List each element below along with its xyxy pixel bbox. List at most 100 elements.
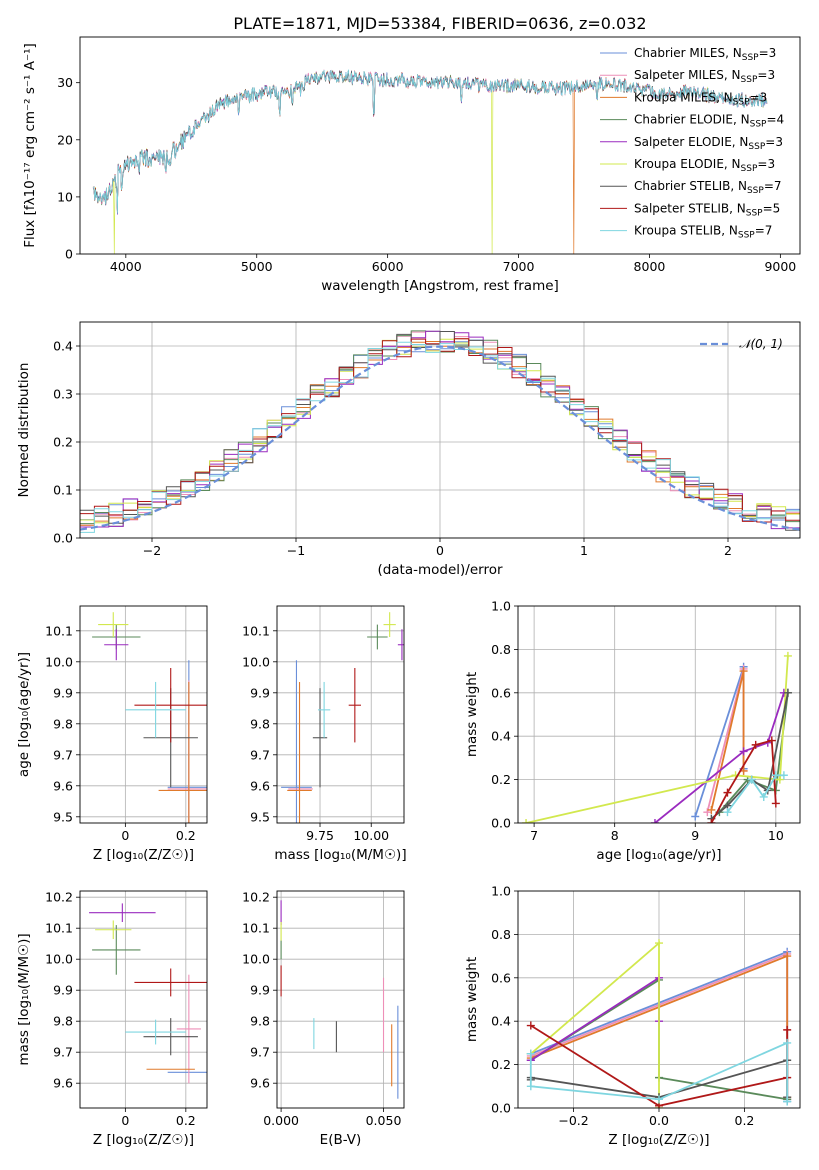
legend-label: Salpeter MILES, NSSP=3: [634, 68, 775, 85]
y-axis-label: mass weight: [464, 957, 480, 1042]
y-tick-label: 10.0: [45, 654, 73, 669]
y-tick-label: 10: [57, 189, 73, 204]
plot-area-residuals: [80, 322, 800, 538]
histogram-kroupa_stelib: [80, 341, 800, 538]
y-tick-label: 0.8: [491, 642, 511, 657]
y-tick-label: 9.8: [53, 1014, 73, 1029]
legend-label: Chabrier MILES, NSSP=3: [634, 46, 776, 63]
weight-marker-kroupa_stelib: [783, 1097, 792, 1106]
weight-marker-salpeter_stelib: [783, 1025, 792, 1034]
weight-marker-chabrier_stelib: [783, 688, 792, 697]
weight-marker-salpeter_stelib: [723, 788, 732, 797]
y-tick-label: 0.2: [53, 435, 73, 450]
legend-label: Chabrier ELODIE, NSSP=4: [634, 113, 784, 130]
x-axis-label: mass [log₁₀(M/M☉)]: [274, 847, 406, 863]
x-tick-label: 7000: [503, 259, 535, 274]
x-tick-label: 9.75: [306, 828, 334, 843]
x-axis-label: (data-model)/error: [377, 562, 503, 578]
weight-marker-kroupa_elodie: [655, 939, 663, 948]
x-tick-label: 1: [580, 543, 588, 558]
y-tick-label: 10.0: [45, 952, 73, 967]
y-tick-label: 10.0: [242, 654, 270, 669]
x-tick-label: 10.00: [353, 828, 389, 843]
axes-frame: [79, 36, 801, 255]
axes-residuals: −2 −1 0 1 2 0.0 0.1 0.2 0.3 0.4 (data-model)/error…: [16, 321, 801, 578]
weight-marker-salpeter_stelib: [767, 736, 776, 745]
plot-area-weight_vs_Z: [518, 891, 800, 1108]
weight-marker-salpeter_miles: [703, 808, 712, 817]
axes-weight_vs_Z: −0.2 0.0 0.2 0.0 0.2 0.4 0.6 0.8 1.0 Z [log₁₀(Z/Z…: [464, 884, 801, 1148]
weight-marker-kroupa_miles: [783, 952, 792, 961]
y-tick-label: 1.0: [491, 884, 511, 899]
weight-marker-salpeter_stelib: [526, 1021, 535, 1030]
weight-marker-kroupa_elodie: [783, 651, 792, 660]
plot-area-weight_vs_age: [518, 606, 800, 823]
x-tick-label: 6000: [372, 259, 404, 274]
plot-area-age_vs_Z: [80, 606, 207, 823]
weight-marker-salpeter_elodie: [739, 747, 748, 756]
weight-line-kroupa_elodie: [530, 941, 660, 1108]
weight-marker-kroupa_miles: [739, 667, 748, 676]
axes-frame: [79, 605, 208, 824]
y-tick-label: 9.5: [250, 809, 270, 824]
legend-label: Kroupa MILES, NSSP=3: [634, 90, 767, 107]
y-tick-label: 9.7: [53, 747, 73, 762]
weight-marker-salpeter_stelib: [751, 740, 760, 749]
axes-age_vs_mass: 9.75 10.00 9.5 9.6 9.7 9.8 9.9 10.0 10.1 mass [lo…: [242, 605, 407, 863]
y-tick-label: 10.2: [242, 890, 270, 905]
y-tick-label: 0.8: [491, 927, 511, 942]
y-tick-label: 9.9: [250, 685, 270, 700]
weight-marker-salpeter_elodie: [650, 819, 659, 823]
y-tick-label: 9.8: [250, 1014, 270, 1029]
x-axis-label: wavelength [Angstrom, rest frame]: [321, 278, 559, 294]
x-tick-label: 0.000: [263, 1113, 299, 1128]
y-tick-label: 0.4: [491, 1014, 511, 1029]
x-tick-label: 2: [724, 543, 732, 558]
x-tick-label: 0.2: [735, 1113, 755, 1128]
weight-marker-kroupa_stelib: [759, 792, 768, 801]
weight-marker-kroupa_stelib: [526, 1049, 535, 1058]
y-tick-label: 10.1: [242, 921, 270, 936]
weight-marker-kroupa_stelib: [779, 771, 788, 780]
weight-line-chabrier_miles: [694, 666, 745, 817]
x-tick-label: 5000: [241, 259, 273, 274]
x-axis-label: Z [log₁₀(Z/Z☉)]: [93, 1132, 194, 1148]
y-tick-label: 0.3: [53, 387, 73, 402]
axes-frame: [517, 890, 801, 1109]
y-tick-label: 0.0: [491, 1101, 511, 1116]
legend-label: 𝒩(0, 1): [739, 337, 783, 351]
axes-mass_vs_ebv: 0.000 0.050 9.6 9.7 9.8 9.9 10.0 10.1 10.2 E(B-V): [242, 890, 405, 1148]
y-tick-label: 9.7: [53, 1045, 73, 1060]
legend-label: Salpeter ELODIE, NSSP=3: [634, 135, 783, 152]
y-tick-label: 0.2: [491, 772, 511, 787]
weight-line-kroupa_elodie: [525, 655, 789, 823]
plot-area-age_vs_mass: [277, 606, 404, 823]
x-tick-label: 0.2: [176, 1113, 196, 1128]
y-tick-label: 9.6: [53, 1076, 73, 1091]
axes-frame: [276, 605, 405, 824]
spectrum-legend: Chabrier MILES, NSSP=3 Salpeter MILES, NS…: [600, 46, 784, 241]
axes-age_vs_Z: 0 0.2 9.5 9.6 9.7 9.8 9.9 10.0 10.1 Z [log₁₀(Z/Z☉…: [16, 605, 208, 863]
y-tick-label: 9.6: [53, 778, 73, 793]
y-tick-label: 9.7: [250, 1045, 270, 1060]
y-tick-label: 9.6: [250, 1076, 270, 1091]
y-axis-label: age [log₁₀(age/yr)]: [16, 652, 32, 777]
y-tick-label: 9.5: [53, 809, 73, 824]
x-tick-label: 9: [691, 828, 699, 843]
x-axis-label: Z [log₁₀(Z/Z☉)]: [608, 1132, 709, 1148]
x-tick-label: 0.2: [176, 828, 196, 843]
y-tick-label: 0: [65, 247, 73, 262]
axes-weight_vs_age: 7 8 9 10 0.0 0.2 0.4 0.6 0.8 1.0 age [log₁₀(age/yr…: [464, 599, 801, 863]
x-tick-label: 9000: [764, 259, 796, 274]
legend-label: Chabrier STELIB, NSSP=7: [634, 179, 782, 196]
plot-area-mass_vs_ebv: [277, 891, 404, 1108]
y-tick-label: 9.9: [250, 983, 270, 998]
weight-marker-salpeter_stelib: [771, 799, 780, 808]
weight-marker-kroupa_stelib: [655, 1095, 663, 1104]
x-tick-label: 10: [768, 828, 784, 843]
weight-marker-kroupa_stelib: [723, 808, 732, 817]
y-tick-label: 9.6: [250, 778, 270, 793]
weight-marker-kroupa_stelib: [771, 771, 780, 780]
legend-label: Kroupa STELIB, NSSP=7: [634, 224, 772, 241]
